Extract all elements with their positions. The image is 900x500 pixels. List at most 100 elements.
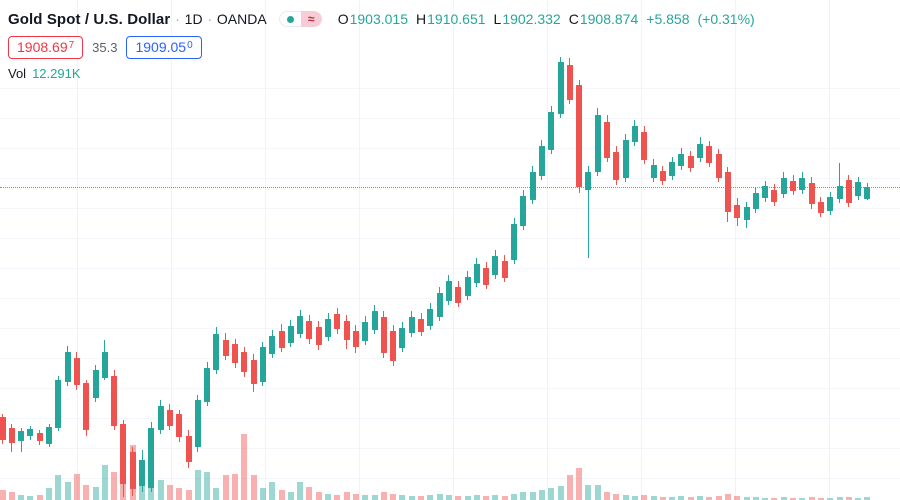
sell-button[interactable]: 1908.69 7 <box>8 35 84 59</box>
volume-bar <box>734 496 741 500</box>
change-value: +5.858 <box>646 11 690 27</box>
volume-bar <box>604 492 610 500</box>
volume-row: Vol 12.291K <box>8 66 755 81</box>
volume-bar <box>390 494 397 500</box>
candle-down <box>176 414 183 437</box>
volume-bar <box>845 497 852 500</box>
exchange-label[interactable]: OANDA <box>216 11 267 27</box>
candle-up <box>538 146 545 176</box>
candle-down <box>483 268 490 285</box>
market-status-badge[interactable]: ≈ <box>278 11 322 27</box>
chart-legend: Gold Spot / U.S. Dollar · 1D · OANDA ≈ O… <box>8 8 755 81</box>
volume-bar <box>724 494 731 500</box>
candle-down <box>613 152 620 180</box>
volume-bar <box>399 495 406 500</box>
candle-up <box>492 256 499 275</box>
volume-bar <box>92 487 99 500</box>
candle-down <box>232 344 238 363</box>
volume-bar <box>762 498 769 500</box>
grid-hline <box>0 178 900 179</box>
candle-up <box>585 172 592 190</box>
volume-bar <box>46 488 52 500</box>
candle-up <box>27 429 34 436</box>
candle-up <box>836 186 843 199</box>
grid-vline <box>829 0 830 500</box>
volume-bar <box>36 495 43 500</box>
candle-up <box>511 224 517 260</box>
ask-price-fraction: 0 <box>187 39 193 51</box>
candle-down <box>771 190 778 202</box>
volume-bar <box>64 482 71 500</box>
candle-up <box>371 311 378 330</box>
candle-down <box>36 433 43 441</box>
close-label: C <box>568 11 579 27</box>
candle-up <box>445 281 452 301</box>
symbol-title[interactable]: Gold Spot / U.S. Dollar <box>8 10 171 28</box>
volume-bar <box>678 496 685 500</box>
volume-bar <box>697 496 703 500</box>
high-value: 1910.651 <box>427 11 486 27</box>
ohlc-readout: O 1903.015 H 1910.651 L 1902.332 C 1908.874 … <box>338 11 755 27</box>
volume-bar <box>259 488 266 500</box>
candle-up <box>204 368 211 402</box>
volume-bar <box>576 468 583 500</box>
volume-bar <box>752 497 759 500</box>
candle-down <box>501 261 508 278</box>
volume-bar <box>715 496 722 500</box>
candle-up <box>399 328 406 348</box>
separator-dot: · <box>175 11 180 27</box>
symbol-row: Gold Spot / U.S. Dollar · 1D · OANDA ≈ O… <box>8 8 755 30</box>
volume-bar <box>352 494 359 500</box>
volume-bar <box>613 494 620 500</box>
change-percent: (+0.31%) <box>697 11 755 27</box>
volume-bar <box>594 485 601 500</box>
low-label: L <box>493 11 502 27</box>
candle-up <box>269 336 276 354</box>
candle-down <box>222 340 229 356</box>
candle-up <box>436 293 443 317</box>
candle-up <box>194 400 201 447</box>
interval-label[interactable]: 1D <box>184 11 203 27</box>
candle-up <box>669 162 676 176</box>
bid-ask-row: 1908.69 7 35.3 1909.05 0 <box>8 35 755 59</box>
candle-up <box>622 140 629 178</box>
candle-up <box>780 178 787 194</box>
candle-down <box>659 171 666 181</box>
candle-down <box>845 180 852 203</box>
candle-down <box>0 417 6 440</box>
candle-down <box>83 383 90 430</box>
volume-bar <box>371 495 378 500</box>
volume-bar <box>83 485 90 500</box>
candle-down <box>334 314 341 329</box>
volume-bar <box>111 472 118 500</box>
volume-bar <box>325 494 331 500</box>
buy-button[interactable]: 1909.05 0 <box>126 35 202 59</box>
candle-up <box>362 322 369 341</box>
volume-bar <box>520 492 527 500</box>
volume-bar <box>585 485 592 500</box>
volume-bar <box>73 474 80 500</box>
candle-down <box>724 172 731 212</box>
candle-down <box>706 146 713 163</box>
volume-bar <box>473 495 480 500</box>
grid-hline <box>0 448 900 449</box>
candle-down <box>166 410 173 426</box>
candle-up <box>157 406 164 430</box>
volume-bar <box>343 492 350 500</box>
candle-up <box>101 352 108 378</box>
volume-bar <box>511 494 517 500</box>
volume-bar <box>557 486 564 500</box>
low-value: 1902.332 <box>502 11 561 27</box>
volume-bar <box>538 490 545 500</box>
volume-bar <box>659 497 666 500</box>
volume-bar <box>836 497 843 500</box>
volume-bar <box>827 498 834 500</box>
volume-bar <box>445 495 452 500</box>
volume-bar <box>0 490 6 500</box>
grid-vline <box>453 0 454 500</box>
candle-up <box>287 326 294 343</box>
volume-bar <box>566 475 573 500</box>
market-open-dot-icon <box>286 15 294 23</box>
separator-dot: · <box>207 11 212 27</box>
